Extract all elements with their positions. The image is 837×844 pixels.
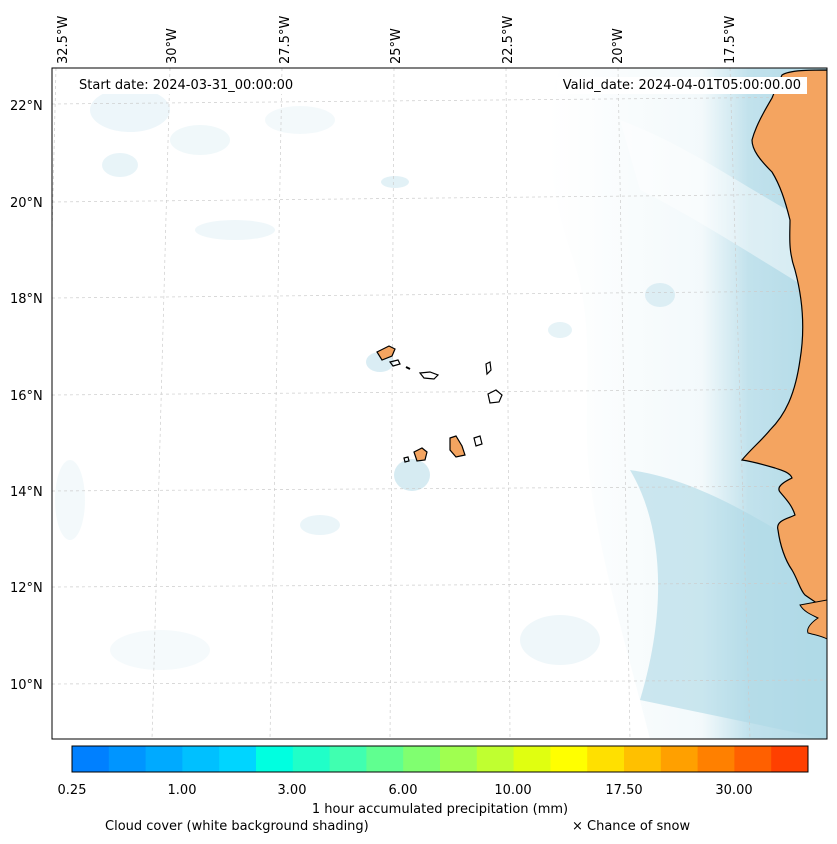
lon-label: 30°W (165, 28, 180, 64)
colorbar-swatch (440, 746, 478, 772)
lon-label: 32.5°W (56, 16, 71, 64)
colorbar-tick-label: 6.00 (389, 783, 418, 798)
colorbar-swatch (108, 746, 147, 772)
colorbar-title: 1 hour accumulated precipitation (mm) (311, 802, 569, 817)
lon-label: 20°W (611, 28, 626, 64)
colorbar-tick-label: 10.00 (494, 783, 531, 798)
colorbar-frame (71, 745, 809, 773)
map-frame (51, 67, 828, 740)
cloud-cover-note: Cloud cover (white background shading) (105, 819, 369, 834)
colorbar-swatch (366, 746, 404, 772)
lat-label: 12°N (10, 581, 43, 596)
colorbar-swatch (182, 746, 220, 772)
colorbar-tick-label: 17.50 (605, 783, 642, 798)
lat-label: 20°N (10, 196, 43, 211)
lat-label: 22°N (10, 99, 43, 114)
cape-verde-islands (376, 345, 503, 463)
cloud-cover-layer (55, 68, 827, 739)
colorbar-swatch (624, 746, 662, 772)
lat-label: 16°N (10, 389, 43, 404)
colorbar-tick-label: 1.00 (168, 783, 197, 798)
start-date-label: Start date: 2024-03-31_00:00:00 (73, 77, 300, 94)
colorbar-tick-label: 0.25 (58, 783, 87, 798)
colorbar-swatch (72, 746, 110, 772)
colorbar-ticks: 0.25 1.00 3.00 6.00 10.00 17.50 30.00 (58, 783, 753, 798)
colorbar-swatch (256, 746, 294, 772)
africa-land-south (799, 599, 827, 640)
lon-label: 25°W (389, 28, 404, 64)
lon-label: 22.5°W (501, 16, 516, 64)
colorbar-swatch (219, 746, 257, 772)
colorbar-swatch (771, 746, 809, 772)
colorbar-swatch (697, 746, 735, 772)
graticule (52, 68, 827, 739)
lat-label: 18°N (10, 292, 43, 307)
longitude-labels: 32.5°W 30°W 27.5°W 25°W 22.5°W 20°W 17.5… (56, 16, 738, 64)
africa-land (740, 69, 827, 611)
precipitation-colorbar (72, 746, 809, 772)
colorbar-swatch (292, 746, 331, 772)
colorbar-swatch (660, 746, 699, 772)
lat-label: 14°N (10, 485, 43, 500)
lon-label: 17.5°W (723, 16, 738, 64)
colorbar-swatch (329, 746, 367, 772)
colorbar-swatch (476, 746, 515, 772)
lat-label: 10°N (10, 678, 43, 693)
colorbar-swatch (145, 746, 183, 772)
colorbar-swatch (550, 746, 588, 772)
latitude-labels: 22°N 20°N 18°N 16°N 14°N 12°N 10°N (10, 99, 43, 693)
lon-label: 27.5°W (278, 16, 293, 64)
colorbar-swatch (513, 746, 551, 772)
colorbar-tick-label: 3.00 (278, 783, 307, 798)
colorbar-tick-label: 30.00 (715, 783, 752, 798)
valid-date-label: Valid_date: 2024-04-01T05:00:00.00 (556, 77, 807, 94)
colorbar-swatch (734, 746, 772, 772)
snow-note: × Chance of snow (572, 819, 691, 834)
colorbar-swatch (403, 746, 441, 772)
colorbar-swatch (587, 746, 625, 772)
